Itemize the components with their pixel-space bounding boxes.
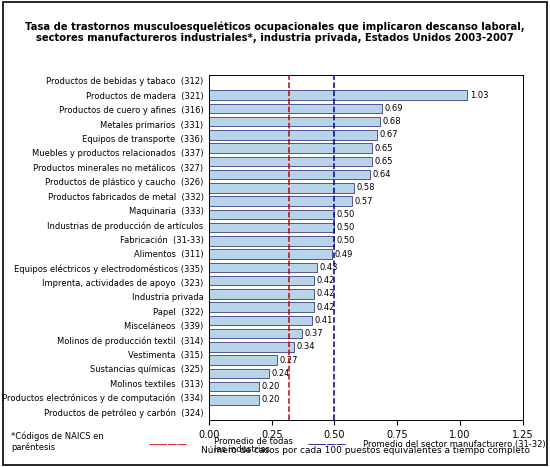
- X-axis label: Número de casos por cada 100 puestos equivalentes a tiempo completo: Número de casos por cada 100 puestos equ…: [201, 446, 530, 454]
- Bar: [209, 262, 317, 272]
- Text: 0.37: 0.37: [304, 329, 323, 338]
- Text: Productos de madera  (321): Productos de madera (321): [86, 92, 204, 101]
- Bar: [209, 197, 352, 206]
- Text: Papel  (322): Papel (322): [153, 308, 204, 317]
- Bar: [209, 289, 315, 298]
- Text: 0.65: 0.65: [375, 144, 393, 153]
- Text: 0.42: 0.42: [317, 276, 335, 285]
- Bar: [209, 210, 334, 219]
- Text: Productos de cuero y afines  (316): Productos de cuero y afines (316): [59, 106, 204, 115]
- Text: Productos minerales no metálicos  (327): Productos minerales no metálicos (327): [34, 164, 204, 173]
- Text: Imprenta, actividades de apoyo  (323): Imprenta, actividades de apoyo (323): [42, 279, 203, 288]
- Bar: [209, 276, 315, 285]
- Text: ————: ————: [148, 439, 188, 450]
- Text: Productos de plástico y caucho  (326): Productos de plástico y caucho (326): [45, 178, 203, 187]
- Bar: [209, 395, 259, 404]
- Text: Muebles y productos relacionados  (337): Muebles y productos relacionados (337): [32, 149, 204, 158]
- Text: 0.42: 0.42: [317, 303, 335, 311]
- Text: 0.57: 0.57: [354, 197, 373, 205]
- Text: Promedio del sector manufacturero (31-32): Promedio del sector manufacturero (31-32…: [363, 440, 546, 449]
- Text: 0.20: 0.20: [262, 382, 280, 391]
- Text: *Códigos de NAICS en
paréntesis: *Códigos de NAICS en paréntesis: [11, 431, 104, 452]
- Bar: [209, 368, 269, 378]
- Text: 0.50: 0.50: [337, 223, 355, 232]
- Text: 0.58: 0.58: [357, 184, 376, 192]
- Text: 0.41: 0.41: [315, 316, 333, 325]
- Bar: [209, 130, 377, 140]
- Text: Industrias de producción de artículos: Industrias de producción de artículos: [47, 221, 204, 231]
- Text: 0.50: 0.50: [337, 210, 355, 219]
- Bar: [209, 236, 334, 246]
- Text: Productos de petróleo y carbón  (324): Productos de petróleo y carbón (324): [44, 408, 204, 418]
- Text: Productos electrónicos y de computación  (334): Productos electrónicos y de computación …: [2, 394, 203, 403]
- Text: Molinos de producción textil  (314): Molinos de producción textil (314): [57, 336, 204, 346]
- Bar: [209, 249, 332, 259]
- Text: 0.68: 0.68: [382, 117, 401, 126]
- Bar: [209, 156, 372, 166]
- Text: Industria privada: Industria privada: [132, 293, 204, 303]
- Text: 0.20: 0.20: [262, 396, 280, 404]
- Text: 0.27: 0.27: [279, 355, 298, 365]
- Bar: [209, 91, 468, 100]
- Text: ————: ————: [308, 439, 347, 450]
- Text: sectores manufactureros industriales*, industria privada, Estados Unidos 2003-20: sectores manufactureros industriales*, i…: [36, 33, 514, 42]
- Bar: [209, 117, 380, 127]
- Bar: [209, 183, 354, 193]
- Bar: [209, 382, 259, 391]
- Text: Maquinaria  (333): Maquinaria (333): [129, 207, 204, 216]
- Text: 0.24: 0.24: [272, 369, 290, 378]
- Text: Equipos eléctricos y electrodomésticos (335): Equipos eléctricos y electrodomésticos (…: [14, 264, 204, 274]
- Bar: [209, 316, 312, 325]
- Bar: [209, 223, 334, 233]
- Text: Sustancias químicas  (325): Sustancias químicas (325): [90, 365, 204, 375]
- Bar: [209, 170, 370, 179]
- Text: Molinos textiles  (313): Molinos textiles (313): [110, 380, 204, 389]
- Bar: [209, 104, 382, 113]
- Text: 0.69: 0.69: [384, 104, 403, 113]
- Text: Productos de bebidas y tabaco  (312): Productos de bebidas y tabaco (312): [46, 78, 204, 86]
- Text: 1.03: 1.03: [470, 91, 488, 99]
- Text: 0.64: 0.64: [372, 170, 390, 179]
- Bar: [209, 143, 372, 153]
- Text: 0.65: 0.65: [375, 157, 393, 166]
- Text: Metales primarios  (331): Metales primarios (331): [100, 120, 204, 130]
- Bar: [209, 342, 294, 352]
- Bar: [209, 329, 302, 339]
- Text: 0.67: 0.67: [379, 130, 398, 140]
- Text: 0.50: 0.50: [337, 236, 355, 245]
- Text: Fabricación  (31-33): Fabricación (31-33): [120, 236, 204, 245]
- Text: Misceláneos  (339): Misceláneos (339): [124, 322, 204, 331]
- Text: las industrias: las industrias: [214, 445, 271, 454]
- Text: Productos fabricados de metal  (332): Productos fabricados de metal (332): [47, 192, 204, 202]
- Text: 0.34: 0.34: [297, 342, 315, 351]
- Text: Tasa de trastornos musculoesqueléticos ocupacionales que implicaron descanso lab: Tasa de trastornos musculoesqueléticos o…: [25, 21, 525, 31]
- Bar: [209, 355, 277, 365]
- Bar: [209, 302, 315, 312]
- Text: 0.49: 0.49: [334, 250, 353, 259]
- Text: Vestimenta  (315): Vestimenta (315): [128, 351, 204, 360]
- Text: 0.42: 0.42: [317, 290, 335, 298]
- Text: Equipos de transporte  (336): Equipos de transporte (336): [82, 135, 204, 144]
- Text: 0.43: 0.43: [320, 263, 338, 272]
- Text: Alimentos  (311): Alimentos (311): [134, 250, 204, 259]
- Text: Promedio de todas: Promedio de todas: [214, 437, 293, 446]
